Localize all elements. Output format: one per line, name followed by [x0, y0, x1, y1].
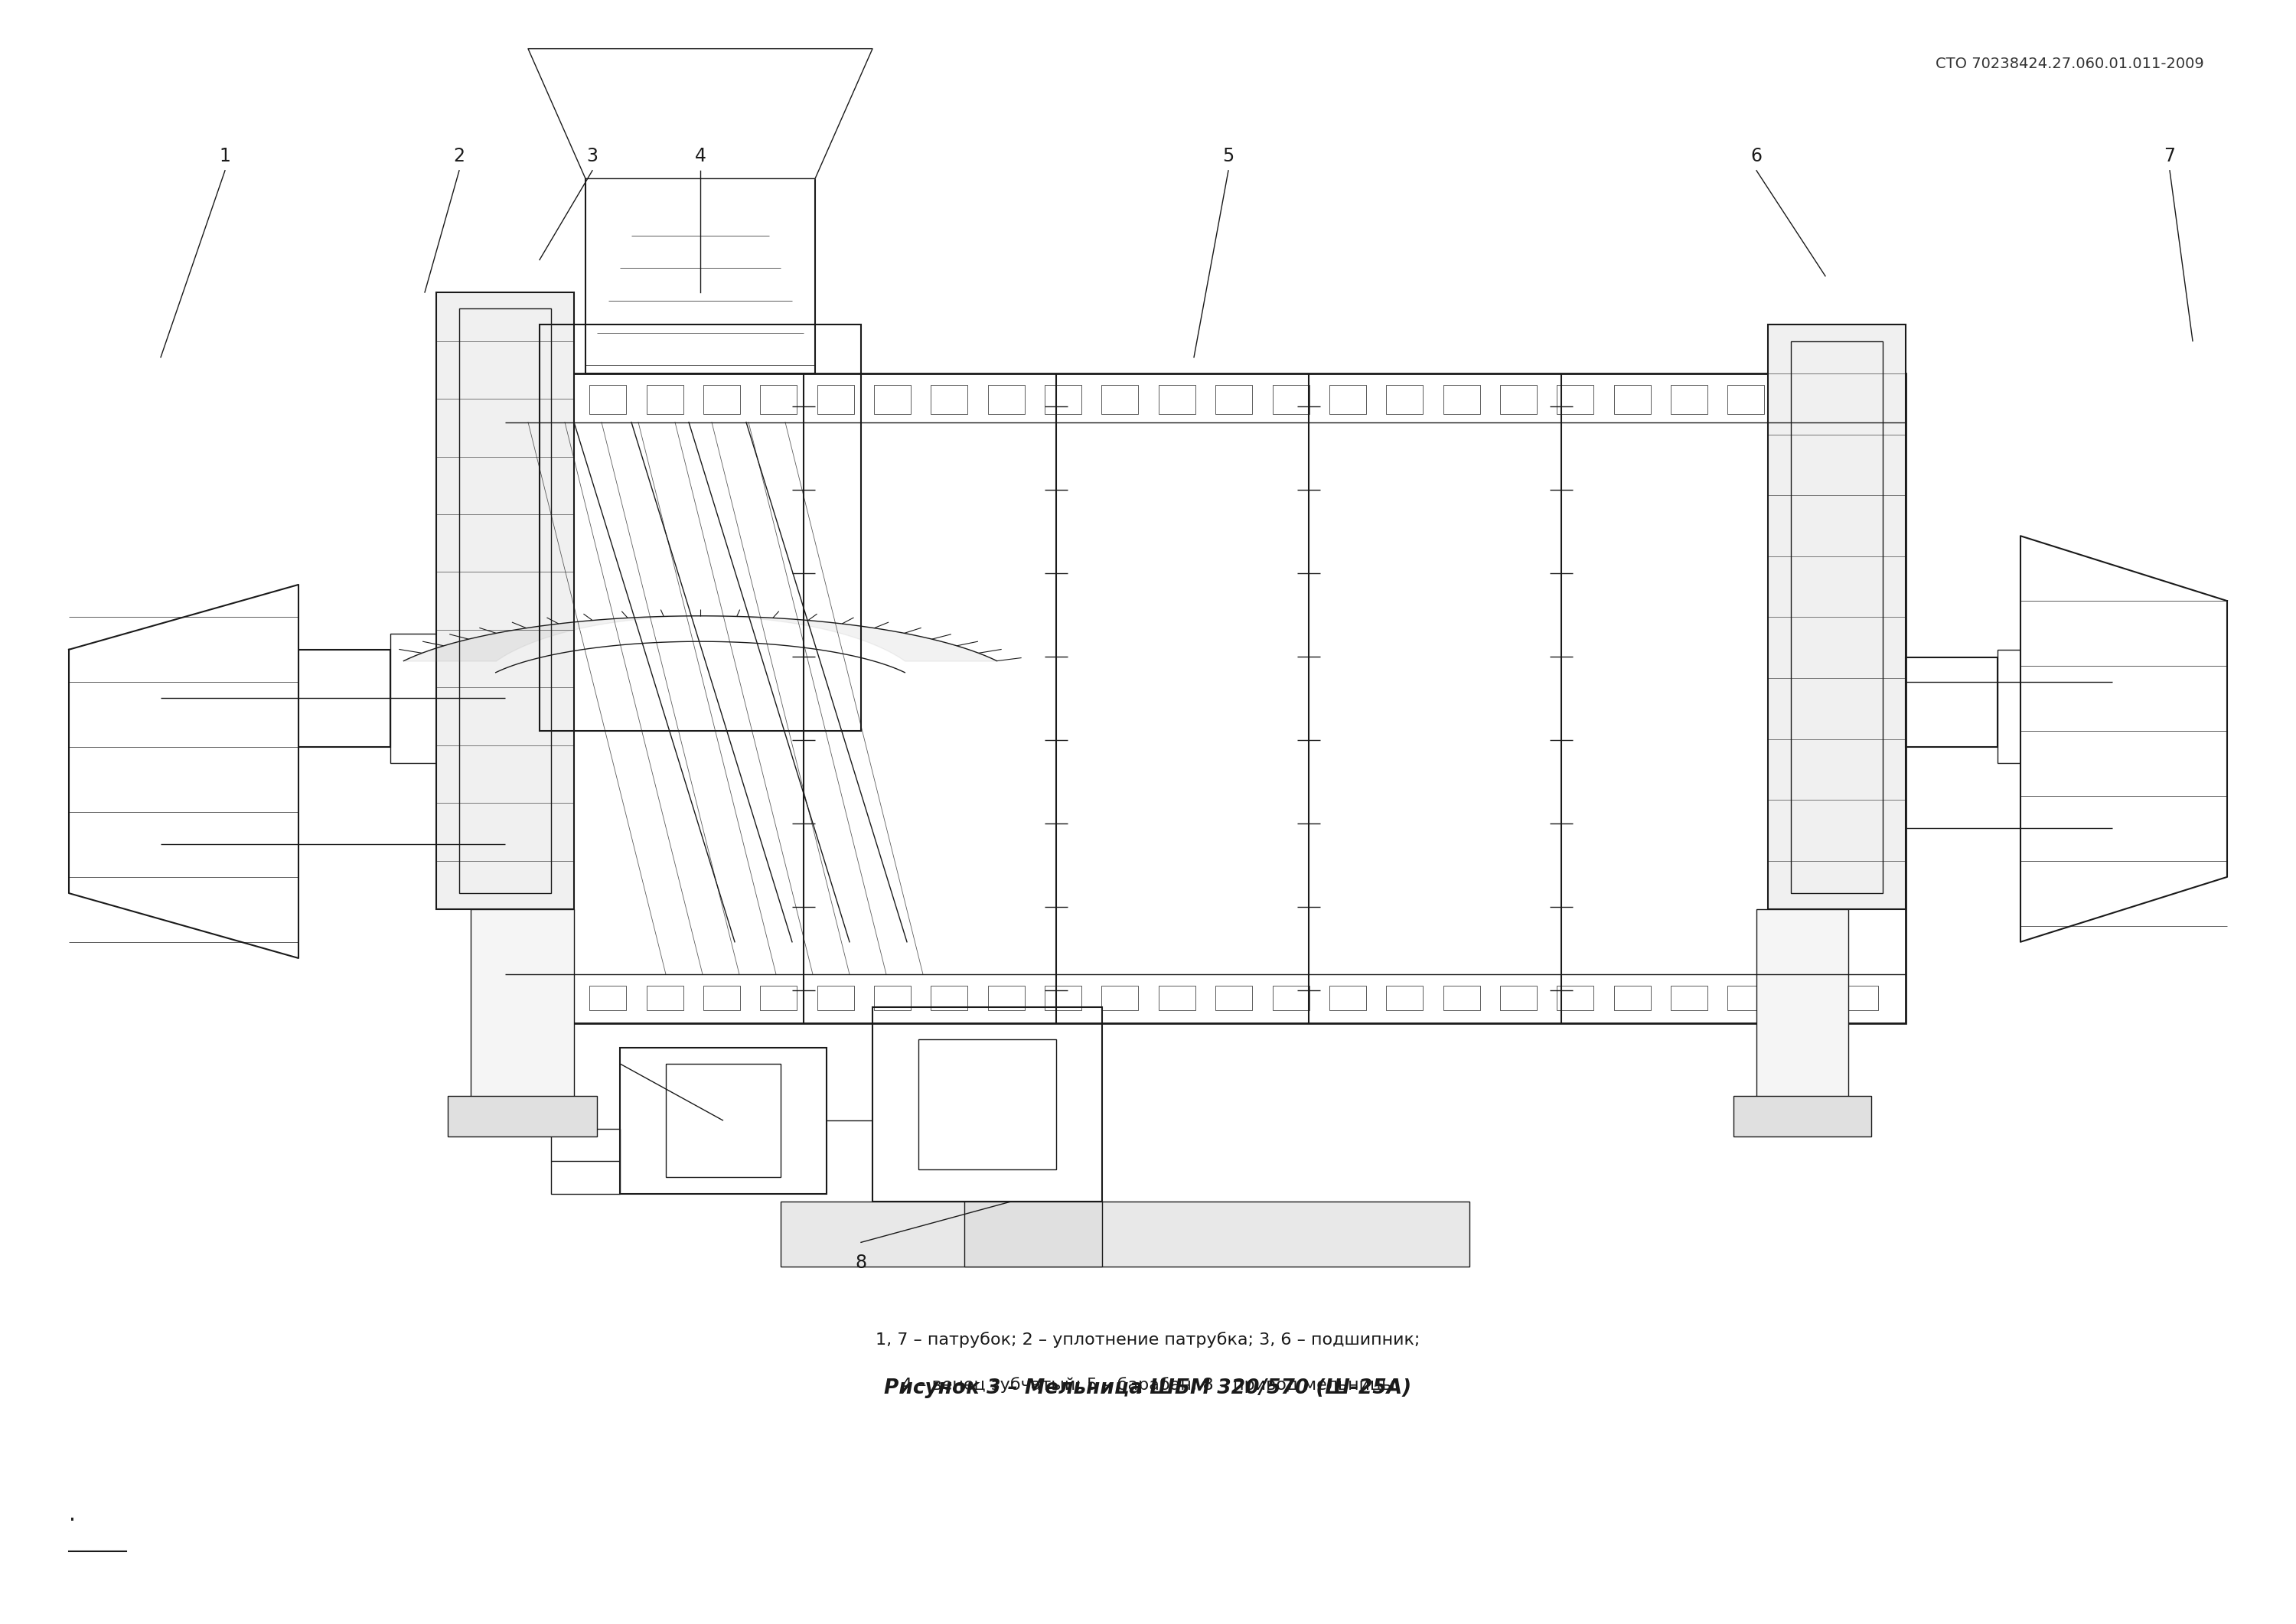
Bar	[1906, 658, 1998, 747]
Bar	[459, 309, 551, 893]
Bar	[647, 385, 684, 414]
Bar	[918, 1039, 1056, 1169]
Bar	[1387, 385, 1424, 414]
Bar	[1387, 986, 1424, 1010]
Bar	[1614, 385, 1651, 414]
Bar	[1784, 385, 1821, 414]
Bar	[1215, 986, 1251, 1010]
Bar	[1557, 385, 1593, 414]
Bar	[436, 292, 574, 909]
Bar	[590, 385, 627, 414]
Text: 8: 8	[854, 1254, 868, 1272]
Bar	[1733, 1096, 1871, 1137]
Bar	[987, 385, 1024, 414]
Bar	[1768, 325, 1906, 909]
Bar	[1671, 986, 1708, 1010]
Bar	[533, 986, 569, 1010]
Bar	[1791, 341, 1883, 893]
Bar	[666, 1064, 781, 1177]
Text: 2: 2	[452, 148, 464, 166]
Bar	[298, 650, 390, 747]
Bar	[620, 1047, 827, 1194]
Bar	[1102, 385, 1139, 414]
Bar	[1159, 986, 1196, 1010]
Bar	[817, 986, 854, 1010]
Bar	[872, 1007, 1102, 1202]
Text: 1, 7 – патрубок; 2 – уплотнение патрубка; 3, 6 – подшипник;: 1, 7 – патрубок; 2 – уплотнение патрубка…	[875, 1332, 1421, 1348]
Polygon shape	[528, 49, 872, 179]
Text: 5: 5	[1221, 148, 1235, 166]
Text: 4 – венец зубчатый; 5 – барабан; 8 – привод мельницы: 4 – венец зубчатый; 5 – барабан; 8 – при…	[902, 1377, 1394, 1393]
Bar	[1841, 385, 1878, 414]
Polygon shape	[69, 585, 298, 958]
Bar	[1444, 385, 1481, 414]
Bar	[1272, 986, 1309, 1010]
Bar	[1215, 385, 1251, 414]
Bar	[448, 1096, 597, 1137]
Bar	[964, 1202, 1102, 1267]
Bar	[781, 1202, 1469, 1267]
Bar	[1499, 385, 1536, 414]
Bar	[647, 986, 684, 1010]
Text: 7: 7	[2163, 148, 2177, 166]
Bar	[1329, 385, 1366, 414]
Bar	[585, 179, 815, 374]
Bar	[1557, 986, 1593, 1010]
Bar	[471, 909, 574, 1104]
Bar	[1329, 986, 1366, 1010]
Bar	[1727, 385, 1763, 414]
Bar	[1841, 986, 1878, 1010]
Bar	[1444, 986, 1481, 1010]
Bar	[1671, 385, 1708, 414]
Bar	[1727, 986, 1763, 1010]
Bar	[533, 385, 569, 414]
Text: 6: 6	[1750, 148, 1763, 166]
Bar	[1159, 385, 1196, 414]
Bar	[760, 385, 797, 414]
Bar	[390, 633, 505, 763]
Text: ·: ·	[69, 1510, 76, 1531]
Bar	[875, 986, 912, 1010]
Bar	[987, 986, 1024, 1010]
Bar	[505, 374, 1906, 1023]
Bar	[703, 986, 739, 1010]
Bar	[930, 986, 967, 1010]
Bar	[1756, 909, 1848, 1104]
Polygon shape	[2020, 536, 2227, 942]
Text: 1: 1	[220, 148, 230, 166]
Text: СТО 70238424.27.060.01.011-2009: СТО 70238424.27.060.01.011-2009	[1936, 57, 2204, 71]
Bar	[760, 986, 797, 1010]
Bar	[551, 1129, 620, 1194]
Bar	[1045, 986, 1081, 1010]
Text: 3: 3	[588, 148, 597, 166]
Bar	[1102, 986, 1139, 1010]
Bar	[1272, 385, 1309, 414]
Bar	[875, 385, 912, 414]
Bar	[703, 385, 739, 414]
Text: Рисунок 3 – Мельница ШБМ 320/570 (Ш-25А): Рисунок 3 – Мельница ШБМ 320/570 (Ш-25А)	[884, 1379, 1412, 1398]
Text: 4: 4	[693, 148, 707, 166]
Bar	[540, 325, 861, 731]
Bar	[590, 986, 627, 1010]
Bar	[1499, 986, 1536, 1010]
Bar	[1614, 986, 1651, 1010]
Bar	[1998, 650, 2020, 763]
Bar	[1045, 385, 1081, 414]
Bar	[817, 385, 854, 414]
Bar	[1784, 986, 1821, 1010]
Bar	[930, 385, 967, 414]
